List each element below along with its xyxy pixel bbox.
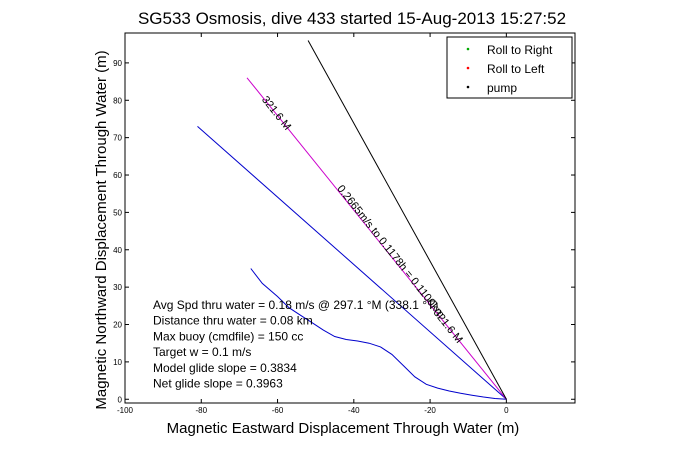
legend-marker: [466, 47, 470, 51]
y-tick-label: 60: [113, 171, 122, 180]
legend: Roll to Right Roll to Left pump: [446, 36, 573, 99]
x-tick-label: -60: [272, 406, 284, 415]
y-tick-label: 90: [113, 59, 122, 68]
y-tick-label: 50: [113, 208, 122, 217]
axis-ticks: -100 -80 -60 -40 -20 0 0 10 20 30 40 50 60 70 80 90: [113, 33, 575, 415]
x-tick-label: -80: [195, 406, 207, 415]
legend-marker: [466, 85, 470, 89]
annotation-text: Distance thru water = 0.08 km: [153, 314, 313, 328]
annotation-text: Model glide slope = 0.3834: [153, 361, 297, 375]
x-tick-label: -20: [424, 406, 436, 415]
y-tick-label: 0: [118, 395, 123, 404]
heading-line: [246, 77, 507, 400]
y-tick-label: 80: [113, 96, 122, 105]
y-tick-label: 30: [113, 283, 122, 292]
legend-entry-label: Roll to Left: [487, 62, 545, 76]
y-tick-label: 40: [113, 246, 122, 255]
y-tick-label: 10: [113, 358, 122, 367]
x-tick-label: -40: [348, 406, 360, 415]
annotation-text: Net glide slope = 0.3963: [153, 377, 283, 391]
dive-track-line: [250, 268, 507, 400]
legend-entry-label: pump: [487, 81, 517, 95]
x-tick-label: 0: [504, 406, 509, 415]
series-lines: [197, 40, 507, 400]
annotations: Avg Spd thru water = 0.18 m/s @ 297.1 °M…: [153, 298, 438, 391]
legend-marker: [466, 66, 470, 70]
legend-entry-label: Roll to Right: [487, 43, 553, 57]
heading-line: [307, 40, 507, 400]
y-axis-label: Magnetic Northward Displacement Through …: [93, 50, 110, 409]
annotation-text: Avg Spd thru water = 0.18 m/s @ 297.1 °M…: [153, 298, 438, 312]
y-tick-label: 20: [113, 321, 122, 330]
heading-line: [197, 126, 507, 400]
annotation-text: Target w = 0.1 m/s: [153, 345, 251, 359]
x-tick-label: -100: [117, 406, 134, 415]
chart-title: SG533 Osmosis, dive 433 started 15-Aug-2…: [138, 9, 566, 28]
annotation-text: Max buoy (cmdfile) = 150 cc: [153, 329, 303, 343]
y-tick-label: 70: [113, 134, 122, 143]
x-axis-label: Magnetic Eastward Displacement Through W…: [167, 420, 520, 437]
